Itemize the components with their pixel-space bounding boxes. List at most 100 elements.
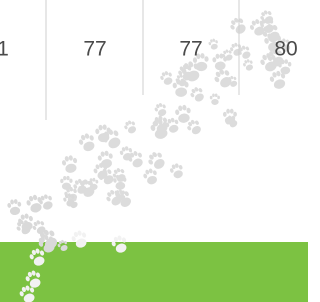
page: 1 77 77 80 (() => { const data = JSON.pa…: [0, 0, 308, 302]
paw-pad: [263, 15, 274, 26]
paw-pad: [215, 61, 226, 70]
paw-pad: [224, 69, 231, 76]
paw-pad: [152, 157, 167, 171]
paw-pad: [73, 188, 78, 193]
paw-pad: [163, 76, 174, 86]
paw: [7, 199, 23, 216]
paw-pad: [104, 150, 109, 156]
paw-pad: [69, 179, 72, 183]
paw-pad: [174, 119, 179, 124]
paw-pad: [186, 125, 191, 131]
paw-pad: [178, 165, 183, 170]
paw-pad: [157, 108, 167, 117]
paw: [212, 53, 228, 71]
paw-pad: [178, 113, 191, 124]
paw-pad: [28, 215, 33, 221]
paw-pad: [108, 153, 113, 159]
paw-pad: [92, 178, 95, 182]
paw-pad: [217, 96, 220, 100]
paw-pad: [245, 63, 254, 71]
paw: [145, 149, 168, 172]
paw-pad: [72, 157, 77, 163]
paw-pad: [24, 213, 29, 219]
paw-pad: [17, 202, 21, 207]
paw-pad: [66, 176, 69, 180]
paw-pad: [95, 180, 98, 184]
paw-pad: [182, 105, 187, 111]
paw-pad: [64, 163, 77, 174]
stat-value: 80: [274, 38, 297, 61]
paw-pad: [95, 128, 100, 134]
paw-pad: [223, 112, 227, 117]
paw-pad: [249, 60, 253, 64]
stat-value: 1: [0, 38, 9, 61]
paw-pad: [120, 168, 125, 173]
paw-pad: [152, 170, 157, 176]
paw: [77, 131, 98, 153]
paw-pad: [89, 135, 95, 142]
paw-pad: [42, 200, 54, 211]
paw-pad: [68, 155, 73, 161]
paw-pad: [172, 83, 177, 89]
paw-pad: [211, 99, 219, 105]
paw: [242, 58, 255, 72]
paw-pad: [210, 43, 218, 50]
paw-pad: [186, 107, 191, 113]
paw-pad: [229, 24, 235, 30]
paw-pad: [113, 178, 117, 183]
paw-pad: [194, 120, 199, 126]
paw-pad: [105, 196, 111, 202]
paw-pad: [16, 226, 22, 232]
paw-pad: [81, 232, 87, 238]
paw: [153, 102, 169, 118]
paw-pad: [267, 10, 272, 15]
paw: [188, 85, 206, 104]
paw-pad: [273, 78, 287, 90]
paw-pad: [226, 109, 230, 114]
paw-pad: [210, 96, 213, 100]
paw-pad: [175, 87, 187, 97]
paw-pad: [9, 206, 20, 215]
paw-pad: [116, 173, 127, 184]
paw-pad: [215, 93, 218, 97]
paw-pad: [14, 199, 18, 204]
paw-pad: [146, 175, 158, 186]
paw-pad: [190, 124, 202, 136]
paw-pad: [10, 199, 14, 204]
paw-pad: [115, 181, 125, 190]
paw-pad: [137, 152, 142, 158]
paw-pad: [233, 76, 237, 80]
paw-pad: [198, 87, 203, 93]
scene: 1 77 77 80: [0, 0, 308, 302]
paw-pad: [212, 57, 216, 62]
paw-pad: [245, 46, 250, 51]
paw-pad: [193, 92, 205, 103]
paw-pad: [131, 157, 144, 169]
paw-pad: [147, 159, 154, 166]
paw-pad: [172, 169, 184, 179]
paw-pad: [48, 230, 55, 238]
paw: [61, 154, 80, 174]
paw-pad: [230, 109, 234, 114]
paw-pad: [212, 93, 215, 97]
paw-pad: [40, 221, 45, 226]
paw-pad: [7, 203, 11, 208]
paw-pad: [241, 50, 252, 60]
paw-pad: [215, 54, 219, 59]
paw-pad: [162, 104, 166, 109]
paw: [122, 119, 138, 136]
paw-pad: [168, 72, 173, 77]
paw-pad: [168, 124, 179, 134]
paw-pad: [156, 152, 163, 159]
paw-pad: [128, 148, 132, 153]
stat-value: 77: [83, 38, 106, 61]
paw-pad: [127, 125, 138, 135]
paw-pad: [162, 117, 168, 123]
paw-pad: [63, 176, 66, 180]
paw: [208, 38, 220, 51]
paw-pad: [215, 40, 218, 44]
paw-pad: [288, 62, 292, 67]
paw-pad: [98, 125, 103, 131]
paw-pad: [212, 38, 215, 42]
paw: [168, 162, 185, 180]
